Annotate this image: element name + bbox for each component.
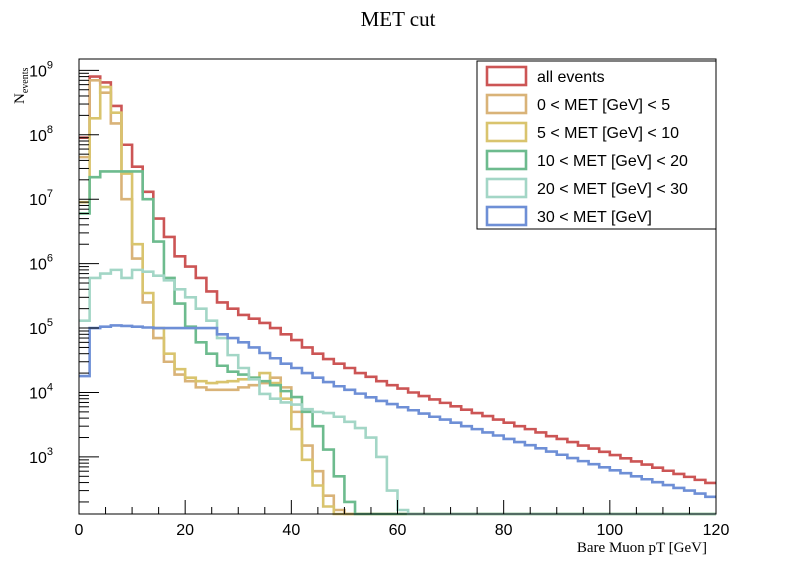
y-tick-base-2: 10 bbox=[29, 321, 47, 338]
x-tick-label-3: 60 bbox=[389, 522, 407, 539]
y-tick-exp-1: 4 bbox=[47, 381, 53, 393]
x-tick-label-2: 40 bbox=[282, 522, 300, 539]
y-tick-base-6: 10 bbox=[29, 63, 47, 80]
y-tick-label-5: 108 bbox=[29, 124, 53, 145]
legend-swatch-3 bbox=[485, 121, 528, 143]
y-tick-exp-4: 7 bbox=[47, 188, 53, 200]
y-axis-label-sub: events bbox=[20, 68, 31, 94]
y-axis-label: Nevents bbox=[12, 68, 31, 104]
legend-label-1: all events bbox=[537, 69, 605, 86]
svg-text:Nevents: Nevents bbox=[12, 68, 31, 104]
y-tick-base-5: 10 bbox=[29, 128, 47, 145]
y-tick-exp-5: 8 bbox=[47, 124, 53, 136]
legend-swatch-2 bbox=[485, 93, 528, 115]
y-axis-label-main: N bbox=[12, 93, 28, 104]
x-tick-label-6: 120 bbox=[703, 522, 730, 539]
y-tick-exp-3: 6 bbox=[47, 253, 53, 265]
legend-swatch-5 bbox=[485, 177, 528, 199]
y-tick-exp-6: 9 bbox=[47, 59, 53, 71]
y-tick-base-0: 10 bbox=[29, 450, 47, 467]
legend-swatch-6 bbox=[485, 205, 528, 227]
legend-label-2: 0 < MET [GeV] < 5 bbox=[537, 97, 670, 114]
legend-label-3: 5 < MET [GeV] < 10 bbox=[537, 125, 679, 142]
x-tick-label-1: 20 bbox=[176, 522, 194, 539]
y-tick-label-3: 106 bbox=[29, 253, 53, 274]
x-tick-label-4: 80 bbox=[495, 522, 513, 539]
x-tick-label-5: 100 bbox=[596, 522, 623, 539]
y-tick-exp-0: 3 bbox=[47, 446, 53, 458]
legend-box bbox=[476, 60, 717, 230]
legend-swatch-4 bbox=[485, 149, 528, 171]
legend-label-5: 20 < MET [GeV] < 30 bbox=[537, 181, 688, 198]
chart-title: MET cut bbox=[361, 7, 436, 31]
series-layer bbox=[79, 75, 716, 516]
y-tick-label-0: 103 bbox=[29, 446, 53, 467]
series-line-1 bbox=[79, 75, 716, 485]
y-tick-base-1: 10 bbox=[29, 385, 47, 402]
series-line-5 bbox=[79, 268, 716, 516]
legend: all events 0 < MET [GeV] < 5 5 < MET [GeV]… bbox=[476, 60, 717, 230]
legend-label-6: 30 < MET [GeV] bbox=[537, 209, 652, 226]
legend-swatch-1 bbox=[485, 65, 528, 87]
x-axis-label: Bare Muon pT [GeV] bbox=[577, 540, 707, 556]
legend-label-4: 10 < MET [GeV] < 20 bbox=[537, 153, 688, 170]
x-tick-label-0: 0 bbox=[75, 522, 84, 539]
y-tick-base-3: 10 bbox=[29, 257, 47, 274]
y-tick-label-4: 107 bbox=[29, 188, 53, 209]
y-tick-base-4: 10 bbox=[29, 192, 47, 209]
y-tick-label-2: 105 bbox=[29, 317, 53, 338]
series-line-6 bbox=[79, 324, 716, 499]
y-tick-exp-2: 5 bbox=[47, 317, 53, 329]
y-tick-label-6: 109 bbox=[29, 59, 53, 80]
y-tick-label-1: 104 bbox=[29, 381, 53, 402]
